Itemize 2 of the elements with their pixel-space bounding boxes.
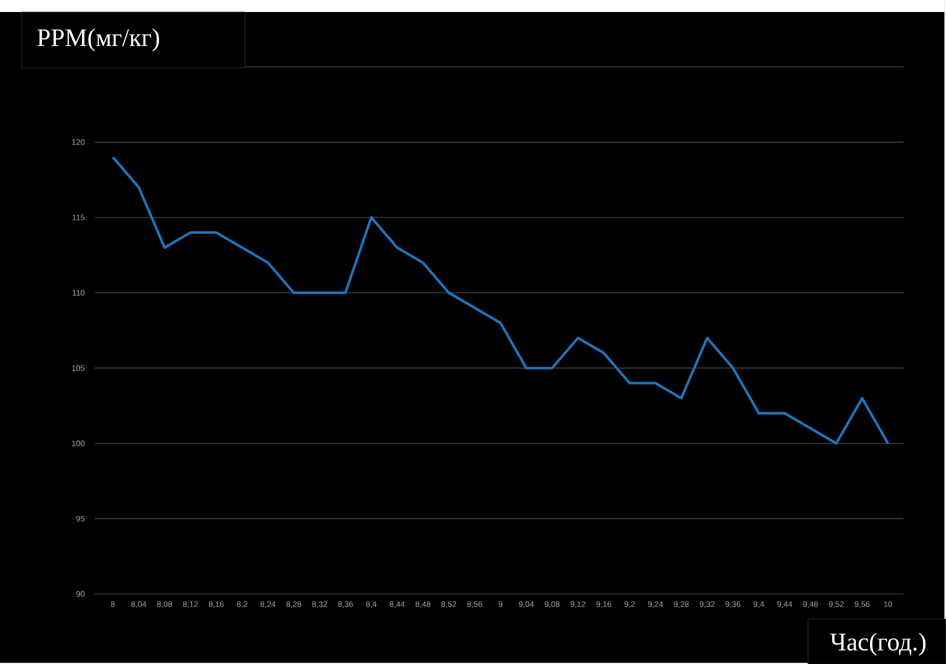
x-axis-title: Час(год.) <box>830 632 926 656</box>
y-axis-title: PPM(мг/кг) <box>37 28 160 52</box>
